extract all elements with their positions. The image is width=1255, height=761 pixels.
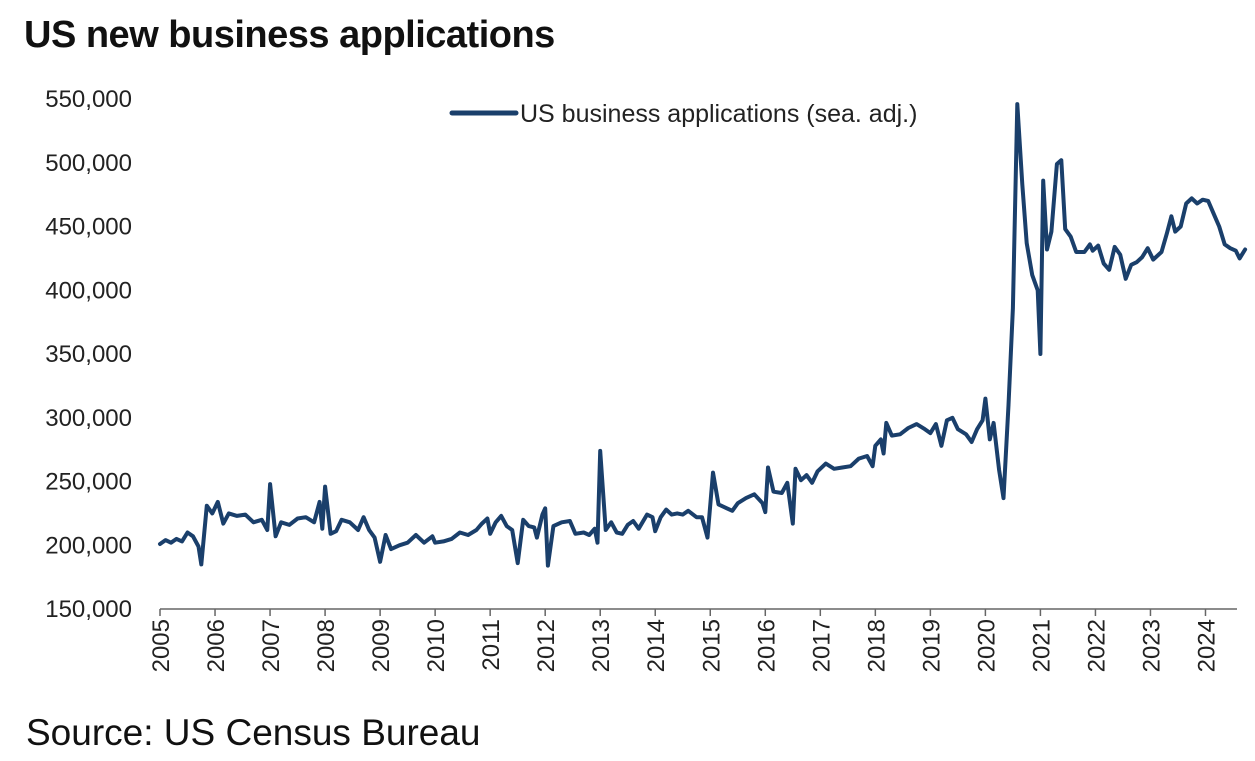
series-line <box>158 102 1248 568</box>
y-axis: 150,000 200,000 250,000 300,000 350,000 400,0… <box>45 86 132 623</box>
x-tick-label: 2022 <box>1083 619 1110 672</box>
x-tick-label: 2017 <box>808 619 835 672</box>
y-tick-label: 500,000 <box>45 150 132 177</box>
x-axis: 2005 2006 2007 2008 2009 2010 2011 2012 2013 2014… <box>148 608 1237 672</box>
x-tick-label: 2013 <box>588 619 615 672</box>
x-tick-label: 2015 <box>698 619 725 672</box>
legend-label: US business applications (sea. adj.) <box>520 100 917 128</box>
x-tick-label: 2021 <box>1028 619 1055 672</box>
x-tick-label: 2007 <box>258 619 285 672</box>
x-tick-label: 2011 <box>478 619 505 671</box>
series-layer <box>158 102 1248 568</box>
x-tick-label: 2016 <box>753 619 780 672</box>
x-tick-label: 2023 <box>1138 619 1165 672</box>
x-tick-label: 2012 <box>533 619 560 672</box>
y-tick-label: 550,000 <box>45 86 132 113</box>
x-tick-label: 2024 <box>1193 619 1220 672</box>
x-tick-label: 2019 <box>918 619 945 672</box>
line-chart: 150,000 200,000 250,000 300,000 350,000 400,0… <box>45 86 1248 672</box>
source-note: Source: US Census Bureau <box>26 712 481 753</box>
x-tick-label: 2006 <box>203 619 230 672</box>
y-tick-label: 300,000 <box>45 405 132 432</box>
x-tick-label: 2010 <box>423 619 450 672</box>
y-tick-label: 200,000 <box>45 532 132 559</box>
legend: US business applications (sea. adj.) <box>449 100 917 128</box>
x-tick-label: 2018 <box>863 619 890 672</box>
y-tick-label: 150,000 <box>45 596 132 623</box>
y-tick-label: 350,000 <box>45 341 132 368</box>
x-tick-label: 2020 <box>973 619 1000 672</box>
y-tick-label: 450,000 <box>45 214 132 241</box>
y-tick-label: 250,000 <box>45 469 132 496</box>
y-tick-label: 400,000 <box>45 277 132 304</box>
x-tick-label: 2009 <box>368 619 395 672</box>
x-tick-label: 2005 <box>148 619 175 672</box>
chart-title: US new business applications <box>24 14 555 56</box>
x-tick-label: 2014 <box>643 619 670 672</box>
x-tick-label: 2008 <box>313 619 340 672</box>
